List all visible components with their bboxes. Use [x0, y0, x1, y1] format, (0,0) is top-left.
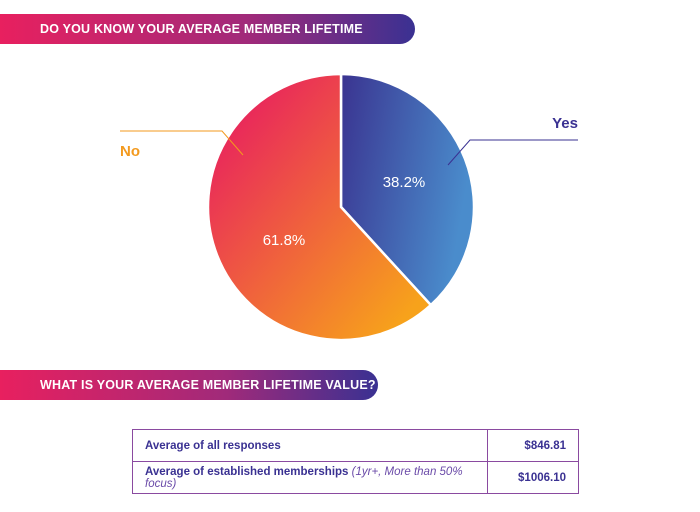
table-row: Average of established memberships (1yr+…: [132, 461, 579, 494]
row-note: (1yr+, More than 50% focus): [145, 465, 463, 490]
row-value: $1006.10: [487, 461, 579, 494]
row-label-text: Average of established memberships: [145, 465, 349, 478]
row-label: Average of all responses: [132, 429, 488, 462]
section2-header: WHAT IS YOUR AVERAGE MEMBER LIFETIME VAL…: [0, 370, 378, 400]
legend-label-yes: Yes: [552, 115, 578, 132]
pie-slice-yes: [339, 72, 476, 307]
yes-leader-line: [447, 139, 578, 166]
row-value: $846.81: [487, 429, 579, 462]
data-label-no: 61.8%: [263, 232, 306, 249]
pie-chart: No Yes 38.2% 61.8%: [120, 72, 578, 342]
pie-slice-no: [206, 72, 433, 342]
legend-label-no: No: [120, 143, 140, 160]
data-label-yes: 38.2%: [383, 174, 426, 191]
row-label: Average of established memberships (1yr+…: [132, 461, 488, 494]
no-leader-line: [120, 130, 244, 156]
row-label-text: Average of all responses: [145, 439, 281, 452]
table-row: Average of all responses $846.81: [132, 429, 579, 462]
section1-header: DO YOU KNOW YOUR AVERAGE MEMBER LIFETIME…: [0, 14, 415, 66]
lifetime-value-table: Average of all responses $846.81 Average…: [132, 429, 579, 494]
